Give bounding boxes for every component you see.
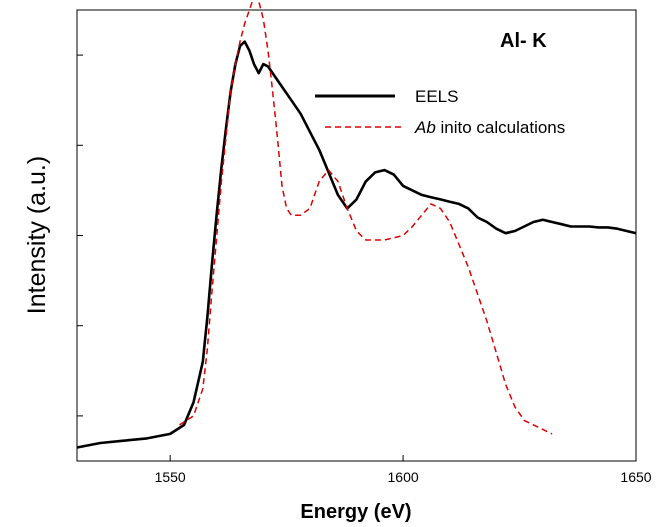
x-tick-label: 1600: [388, 469, 419, 485]
series-layer: [76, 0, 637, 449]
legend-label-ab-initio-italic: Ab: [414, 118, 436, 137]
x-tick-label: 1550: [155, 469, 186, 485]
y-axis-title: Intensity (a.u.): [23, 156, 51, 314]
legend-label-eels: EELS: [415, 87, 458, 106]
legend-label-ab-initio-rest: inito calculations: [436, 118, 565, 137]
x-axis-ticks: 1550 1600 1650: [155, 455, 652, 485]
x-axis-title: Energy (eV): [300, 501, 411, 523]
plot-frame: [76, 9, 637, 462]
series-line-eels: [76, 40, 637, 449]
annotation-label: Al- K: [500, 30, 547, 52]
legend: EELS Ab inito calculations: [315, 87, 565, 137]
y-axis-ticks: [77, 54, 83, 417]
legend-label-ab-initio: Ab inito calculations: [414, 118, 565, 137]
x-tick-label: 1650: [620, 469, 651, 485]
series-line-ab-initio: [179, 0, 553, 435]
